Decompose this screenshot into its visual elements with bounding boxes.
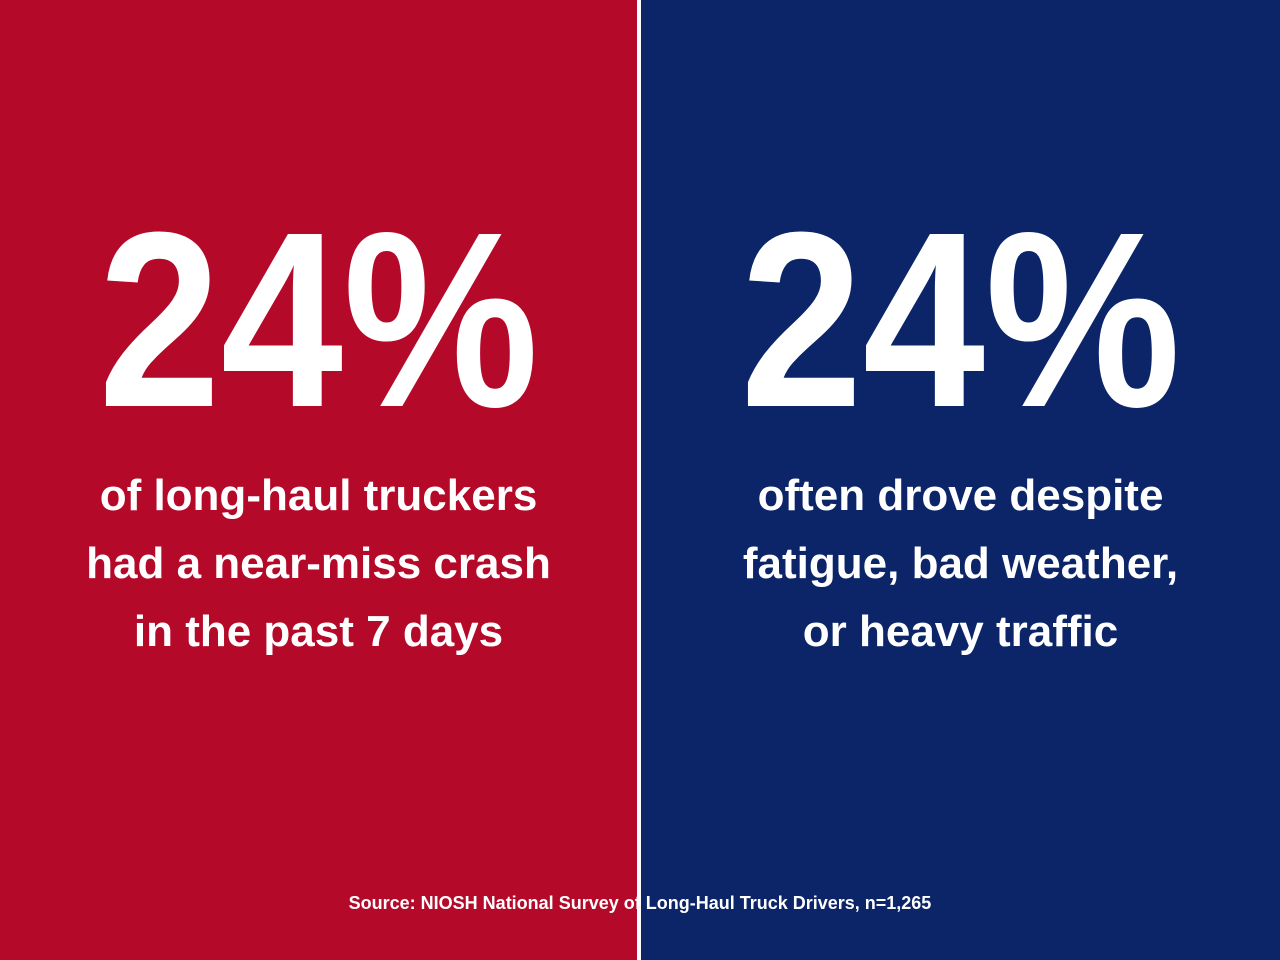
description: of long-haul truckers had a near-miss cr…	[0, 462, 637, 666]
source: Source: NIOSH National Survey of Long-Ha…	[348, 893, 932, 913]
description-line: of long-haul truckers	[99, 471, 538, 520]
stat: 24%	[98, 180, 539, 459]
right-panel: 24% often drove despite fatigue, bad wea…	[641, 0, 1280, 960]
description: often drove despite fatigue, bad weather…	[641, 462, 1280, 666]
description-line: fatigue, bad weather,	[742, 539, 1179, 588]
left-panel: 24% of long-haul truckers had a near-mis…	[0, 0, 637, 960]
description-line: in the past 7 days	[133, 607, 504, 656]
divider	[637, 0, 641, 960]
description-line: or heavy traffic	[802, 607, 1119, 656]
description-line: had a near-miss crash	[86, 539, 551, 588]
stat: 24%	[740, 180, 1181, 459]
description-line: often drove despite	[757, 471, 1164, 520]
